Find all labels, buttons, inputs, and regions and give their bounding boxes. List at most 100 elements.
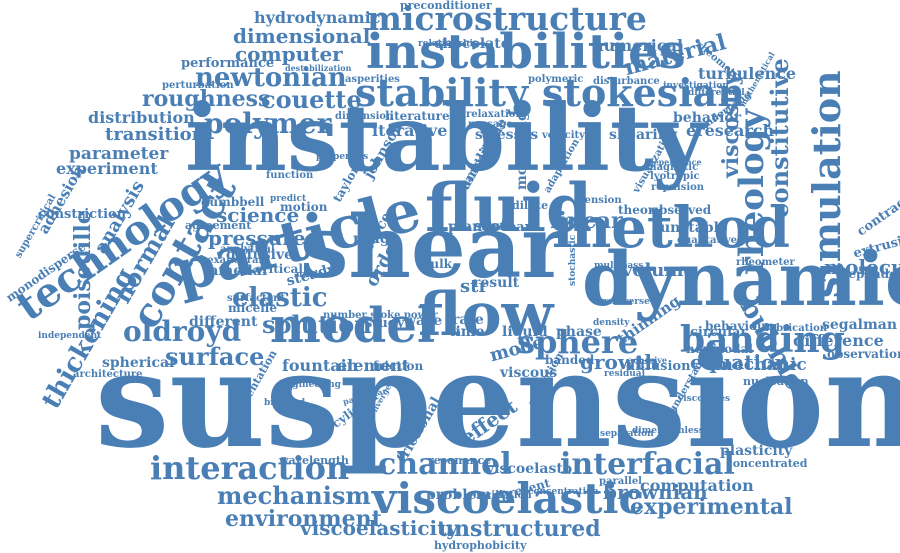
word-repulsion: repulsion <box>651 182 705 193</box>
word-plasticity: plasticity <box>720 443 793 459</box>
word-hydrodynamic: hydrodynamic <box>254 8 381 27</box>
word-hexahedral: hexahedral <box>200 255 263 266</box>
word-transition: transition <box>105 124 205 145</box>
word-pressure: pressure <box>208 226 306 250</box>
word-nucleation: nucleation <box>743 375 809 388</box>
word-transverse: transverse <box>597 297 650 307</box>
word-rate: rate <box>452 312 484 328</box>
word-science: science <box>216 203 300 227</box>
word-turbulence: turbulence <box>698 64 797 83</box>
word-parallel: parallel <box>599 476 642 487</box>
word-lyotropic: lyotropic <box>650 171 700 182</box>
word-experimental: experimental <box>630 494 793 520</box>
word-viscous: viscous <box>500 365 558 381</box>
word-dynamic: dynamic <box>582 237 900 323</box>
word-polymeric: polymeric <box>528 74 584 85</box>
word-mechanism: mechanism <box>217 481 371 510</box>
word-dependence: dependence <box>648 157 702 167</box>
word-viscosities: viscosities <box>678 394 731 404</box>
word-dimensional: dimensional <box>233 24 371 48</box>
word-brownian: brownian <box>603 480 708 504</box>
word-nonmodal: nonmodal <box>686 342 753 356</box>
word-behavior: behavior <box>673 110 742 126</box>
word-equation: equation <box>690 350 789 374</box>
word-segalman: segalman <box>822 317 898 333</box>
word-eresearch: eresearch <box>686 121 775 140</box>
word-flow: flow <box>418 280 554 350</box>
word-microstructure: microstructure <box>367 0 647 38</box>
word-theory: theory <box>618 203 662 217</box>
word-stochastic: stochastic <box>568 234 578 286</box>
word-engineering: engineering <box>280 380 341 390</box>
word-qualitative: qualitative <box>677 235 738 246</box>
word-sphere: sphere <box>517 323 639 361</box>
word-dumbbell: dumbbell <box>201 195 265 209</box>
word-separation: separation <box>600 429 654 439</box>
word-solution: solution <box>262 310 372 339</box>
word-shear: shear <box>300 197 567 298</box>
word-relaxation: relaxation <box>466 109 523 120</box>
word-study: study <box>365 316 405 331</box>
word-phase: phase <box>556 324 602 340</box>
word-short: short <box>474 219 513 234</box>
word-passage: passage <box>468 119 513 130</box>
word-suspension: suspension <box>95 323 900 478</box>
word-viscoelasticity: viscoelasticity <box>300 516 459 540</box>
word-molecular: molecular <box>824 255 900 279</box>
word-chocolate: chocolate <box>434 36 510 52</box>
word-different: different <box>189 314 258 330</box>
word-adhesive: adhesive <box>628 355 667 365</box>
word-numerical: numerical <box>592 36 684 55</box>
word-model: model <box>270 298 436 354</box>
word-difference: difference <box>793 331 884 350</box>
word-instabilities: instabilities <box>366 24 686 80</box>
word-observed: observed <box>651 203 712 217</box>
word-instability: instability <box>185 84 706 192</box>
word-interfacial: interfacial <box>560 447 735 482</box>
word-mechanic: mechanic <box>715 355 807 375</box>
word-liquid: liquid <box>502 324 548 340</box>
word-modelling: modelling <box>514 111 530 190</box>
word-destabilization: destabilization <box>285 63 352 73</box>
word-differential: differential <box>688 88 745 98</box>
word-lubrication: lubrication <box>765 323 828 334</box>
word-fountain: fountain <box>282 356 359 375</box>
word-critical: critical <box>255 262 303 276</box>
word-surface: surface <box>165 342 265 371</box>
word-elastic: elastic <box>232 283 328 313</box>
word-contraction: contraction <box>854 178 900 240</box>
word-dimension: dimension <box>335 111 394 122</box>
word-foam: foam <box>502 220 539 235</box>
word-planar: planar <box>448 219 499 235</box>
word-oldroyd: oldroyd <box>123 315 242 348</box>
word-lamellar: lamellar <box>204 263 270 279</box>
word-investigation: investigation <box>663 81 729 91</box>
word-friction: friction <box>373 359 424 373</box>
word-stability: stability <box>355 70 529 115</box>
word-predict: predict <box>270 194 307 204</box>
word-concentrated: concentrated <box>726 457 808 470</box>
word-multipass: multipass <box>594 261 644 271</box>
word-dimensionless: dimensionless <box>632 426 704 436</box>
word-perturbation: perturbation <box>162 80 234 91</box>
word-viscoelastic: viscoelastic <box>372 474 645 523</box>
word-shearing: shearing <box>609 127 678 143</box>
word-asperities: asperities <box>345 74 400 85</box>
word-unstructured: unstructured <box>438 516 601 542</box>
word-brushed: brushed <box>264 398 306 408</box>
word-dilute: dilute <box>512 199 549 212</box>
word-banded: banded <box>545 353 595 367</box>
word-computer: computer <box>235 42 343 66</box>
word-literature: literature <box>385 109 450 123</box>
word-problem: problem <box>426 487 492 503</box>
word-density: density <box>593 318 630 328</box>
word-behaviour: behaviour <box>705 319 773 333</box>
word-magnetic: magnetic <box>646 162 699 173</box>
word-performance: performance <box>181 56 275 71</box>
word-volume: volume <box>622 260 695 281</box>
word-result: result <box>473 275 520 291</box>
word-analytical: analytical <box>220 244 275 255</box>
word-diffusion: diffusion <box>626 359 691 374</box>
word-tension: tension <box>580 195 622 206</box>
